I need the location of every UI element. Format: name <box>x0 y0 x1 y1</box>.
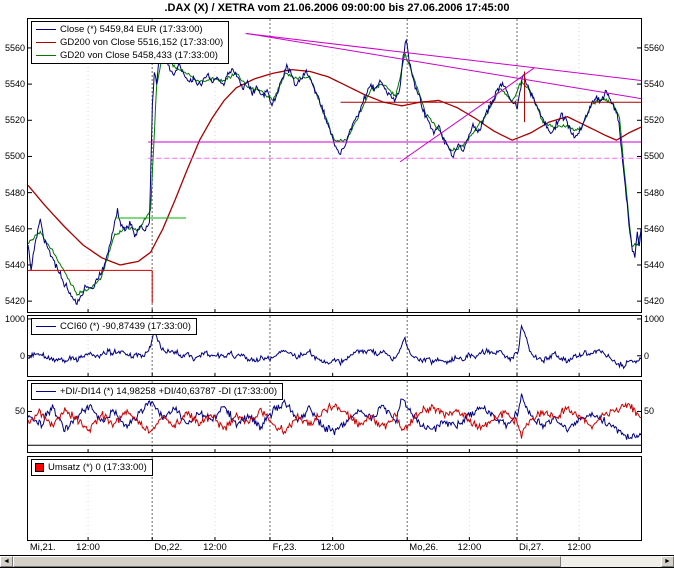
y-axis-label: 1000 <box>644 313 665 324</box>
scrollbar-thumb[interactable] <box>13 556 561 567</box>
y-axis-label: 5520 <box>4 115 25 126</box>
y-axis-label: 0 <box>19 350 25 361</box>
di-legend[interactable]: +DI/-DI14 (*) 14,98258 +DI/40,63787 -DI … <box>31 383 284 400</box>
x-axis-hour-label: 12:00 <box>203 542 227 553</box>
GD200-series <box>28 68 641 266</box>
y-axis-label: 5560 <box>4 42 25 53</box>
y-axis-label: 5440 <box>644 259 665 270</box>
price-legend[interactable]: Close (*) 5459,84 EUR (17:33:00) GD200 vo… <box>31 21 230 64</box>
Close-series <box>28 38 641 306</box>
cci-legend[interactable]: CCI60 (*) -90,87439 (17:33:00) <box>31 318 197 335</box>
line-sample-icon <box>36 29 56 30</box>
y-axis-label: 0 <box>644 350 650 361</box>
series <box>28 38 641 306</box>
legend-label: Close (*) 5459,84 EUR (17:33:00) <box>60 24 203 35</box>
legend-label: CCI60 (*) -90,87439 (17:33:00) <box>60 321 191 332</box>
gridlines <box>87 19 580 312</box>
y-axis-right: 5560 5540 5520 5500 5480 5460 5440 5420 1000 0 50 <box>644 0 674 568</box>
x-axis-hour-label: 12:00 <box>567 542 591 553</box>
legend-label: +DI/-DI14 (*) 14,98258 +DI/40,63787 -DI … <box>60 386 278 397</box>
axis-ticks <box>28 318 641 376</box>
line-sample-icon <box>36 55 56 56</box>
legend-entry: Close (*) 5459,84 EUR (17:33:00) <box>34 23 223 36</box>
legend-entry: +DI/-DI14 (*) 14,98258 +DI/40,63787 -DI … <box>34 385 277 398</box>
x-axis-day-label: Mo,26. <box>409 542 439 553</box>
legend-label: Umsatz (*) 0 (17:33:00) <box>48 462 147 473</box>
legend-entry: GD20 von Close 5458,433 (17:33:00) <box>34 49 223 62</box>
CCI60-series <box>28 323 641 370</box>
y-axis-label: 5520 <box>644 115 665 126</box>
y-axis-label: 5420 <box>644 296 665 307</box>
x-axis-day-label: Do,22. <box>154 542 183 553</box>
line-sample-icon <box>36 42 56 43</box>
price-panel[interactable] <box>27 18 642 313</box>
chart-title: .DAX (X) / XETRA vom 21.06.2006 09:00:00… <box>164 2 510 14</box>
x-axis-day-label: Mi,21. <box>29 542 56 553</box>
series <box>28 323 641 370</box>
scroll-left-button[interactable]: ◄ <box>0 556 13 567</box>
y-axis-label: 5500 <box>4 151 25 162</box>
y-axis-label: 50 <box>644 406 655 417</box>
horizontal-scrollbar: ◄ ► <box>0 555 674 568</box>
axis-ticks <box>87 537 580 540</box>
y-axis-label: 5480 <box>4 187 25 198</box>
legend-label: GD200 von Close 5516,152 (17:33:00) <box>60 37 224 48</box>
y-axis-label: 5560 <box>644 42 665 53</box>
y-axis-label: 5540 <box>4 79 25 90</box>
volume-legend[interactable]: Umsatz (*) 0 (17:33:00) <box>31 459 153 476</box>
x-axis-labels: Mi,21. Do,22. Fr,23. Mo,26. Di,27. 12:00 12:00… <box>0 541 674 555</box>
y-axis-label: 5540 <box>644 79 665 90</box>
y-axis-left: 5560 5540 5520 5500 5480 5460 5440 5420 1000 0 50 <box>0 0 25 568</box>
volume-swatch-icon <box>35 463 44 472</box>
legend-entry: CCI60 (*) -90,87439 (17:33:00) <box>34 320 191 333</box>
legend-entry: GD200 von Close 5516,152 (17:33:00) <box>34 36 223 49</box>
y-axis-label: 5500 <box>644 151 665 162</box>
legend-label: GD20 von Close 5458,433 (17:33:00) <box>60 50 218 61</box>
line-sample-icon <box>36 391 56 392</box>
x-axis-hour-label: 12:00 <box>320 542 345 553</box>
x-axis-day-label: Fr,23. <box>272 542 297 553</box>
series <box>28 393 641 440</box>
-DI14-series <box>28 401 641 439</box>
y-axis-label: 5420 <box>4 296 25 307</box>
y-axis-label: 5480 <box>644 187 665 198</box>
y-axis-label: 5440 <box>4 259 25 270</box>
+DI14-series <box>28 393 641 440</box>
y-axis-label: 5460 <box>4 223 25 234</box>
y-axis-label: 50 <box>14 406 25 417</box>
annotation-lines <box>28 32 641 303</box>
y-axis-label: 1000 <box>4 313 25 324</box>
legend-entry: Umsatz (*) 0 (17:33:00) <box>34 461 147 474</box>
line-sample-icon <box>36 326 56 327</box>
axis-ticks <box>28 410 641 452</box>
x-axis-day-label: Di,27. <box>519 542 544 553</box>
di-panel[interactable] <box>27 380 642 453</box>
gridlines <box>87 457 580 540</box>
x-axis-hour-label: 12:00 <box>457 542 482 553</box>
y-axis-label: 5460 <box>644 223 665 234</box>
axis-ticks <box>28 47 641 312</box>
x-axis-hour-label: 12:00 <box>76 542 100 553</box>
GD20-series <box>28 53 641 296</box>
